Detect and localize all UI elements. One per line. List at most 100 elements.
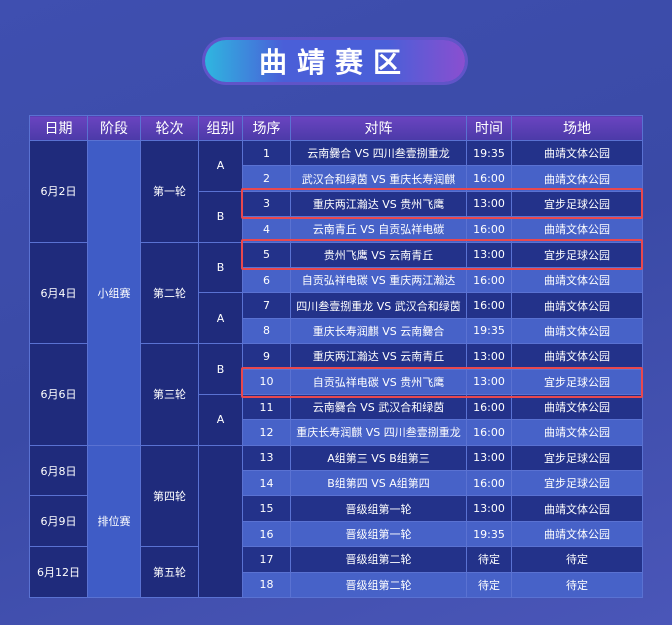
group-cell: B	[198, 343, 243, 395]
group-cell: A	[198, 292, 243, 345]
venue: 曲靖文体公园	[511, 343, 643, 370]
matchup: 云南青丘 VS 自贡弘祥电碳	[290, 216, 467, 243]
time: 16:00	[466, 216, 512, 243]
table-row: 16 晋级组第一轮 19:35 曲靖文体公园	[30, 520, 643, 548]
round-cell: 第四轮	[140, 444, 199, 548]
match-no: 13	[242, 444, 291, 472]
stage-cell: 排位赛	[87, 444, 141, 599]
matchup: B组第四 VS A组第四	[290, 470, 467, 497]
time: 16:00	[466, 266, 512, 294]
match-no: 2	[242, 165, 291, 192]
matchup: 重庆长寿润麒 VS 四川叁壹捌重龙	[290, 419, 467, 446]
venue: 曲靖文体公园	[511, 419, 643, 446]
matchup: 重庆长寿润麒 VS 云南爨合	[290, 317, 467, 345]
matchup: 重庆两江瀚达 VS 云南青丘	[290, 343, 467, 370]
matchup: A组第三 VS B组第三	[290, 444, 467, 472]
header-row: 日期 阶段 轮次 组别 场序 对阵 时间 场地	[29, 115, 643, 141]
matchup: 自贡弘祥电碳 VS 贵州飞鹰	[290, 368, 467, 395]
venue: 待定	[511, 571, 643, 599]
table-row: 6月9日 15 晋级组第一轮 13:00 曲靖文体公园	[29, 495, 643, 548]
match-no: 12	[242, 419, 291, 446]
time: 13:00	[466, 495, 512, 522]
group-cell: B	[198, 241, 243, 294]
table-row: 6月2日 小组赛 第一轮 A 1 云南爨合 VS 四川叁壹捌重龙 19:35 曲靖文体公园	[29, 139, 643, 446]
table-row: 12 重庆长寿润麒 VS 四川叁壹捌重龙 16:00 曲靖文体公园	[30, 419, 643, 446]
venue: 宜步足球公园	[511, 444, 643, 472]
table-row: 6 自贡弘祥电碳 VS 重庆两江瀚达 16:00 曲靖文体公园	[30, 266, 643, 294]
venue: 待定	[511, 546, 643, 573]
header-cell: 对阵	[290, 115, 467, 141]
venue: 曲靖文体公园	[511, 520, 643, 548]
group-cell: B	[198, 190, 243, 243]
date-cell: 6月12日	[29, 546, 88, 599]
match-no: 1	[242, 139, 291, 167]
match-no: 4	[242, 216, 291, 243]
venue: 宜步足球公园	[511, 470, 643, 497]
date-cell: 6月8日	[29, 444, 88, 497]
table-row: A 7 四川叁壹捌重龙 VS 武汉合和绿茵 16:00 曲靖文体公园	[30, 292, 643, 345]
date-cell: 6月6日	[29, 343, 88, 446]
time: 16:00	[466, 470, 512, 497]
table-row: 6月12日 第五轮 17 晋级组第二轮 待定 待定	[29, 546, 643, 599]
table-row: A 11 云南爨合 VS 武汉合和绿茵 16:00 曲靖文体公园	[30, 393, 643, 446]
matchup: 云南爨合 VS 武汉合和绿茵	[290, 393, 467, 421]
time: 19:35	[466, 139, 512, 167]
table-row: 8 重庆长寿润麒 VS 云南爨合 19:35 曲靖文体公园	[30, 317, 643, 345]
header-cell: 日期	[29, 115, 88, 141]
matchup: 贵州飞鹰 VS 云南青丘	[290, 241, 467, 268]
matchup: 自贡弘祥电碳 VS 重庆两江瀚达	[290, 266, 467, 294]
header-cell: 阶段	[87, 115, 141, 141]
table-row: 18 晋级组第二轮 待定 待定	[30, 571, 643, 599]
time: 待定	[466, 546, 512, 573]
schedule-table: 日期 阶段 轮次 组别 场序 对阵 时间 场地 6月2日 小组赛 第一轮 A 1 云南爨合 VS 四川叁…	[29, 115, 643, 599]
title: 曲靖赛区	[205, 40, 465, 82]
table-row: 6月6日 第三轮 B 9 重庆两江瀚达 VS 云南青丘 13:00 曲靖文体公园	[29, 343, 643, 446]
highlight-box	[241, 188, 643, 219]
match-no: 16	[242, 520, 291, 548]
date-cell: 6月2日	[29, 140, 88, 243]
matchup: 云南爨合 VS 四川叁壹捌重龙	[290, 139, 467, 167]
header-cell: 场序	[242, 115, 291, 141]
match-no: 6	[242, 266, 291, 294]
match-no: 8	[242, 317, 291, 345]
highlight-box	[241, 239, 643, 270]
matchup: 四川叁壹捌重龙 VS 武汉合和绿茵	[290, 292, 467, 319]
matchup: 晋级组第二轮	[290, 546, 467, 573]
header-cell: 组别	[198, 115, 243, 141]
match-no: 11	[242, 393, 291, 421]
time: 13:00	[466, 241, 512, 268]
time: 待定	[466, 571, 512, 599]
venue: 曲靖文体公园	[511, 266, 643, 294]
venue: 曲靖文体公园	[511, 317, 643, 345]
round-cell: 第一轮	[140, 140, 199, 243]
round-cell: 第三轮	[140, 343, 199, 446]
match-no: 7	[242, 292, 291, 319]
time: 13:00	[466, 190, 512, 218]
header-cell: 轮次	[140, 115, 199, 141]
round-cell: 第二轮	[140, 241, 199, 345]
venue: 曲靖文体公园	[511, 292, 643, 319]
matchup: 晋级组第一轮	[290, 495, 467, 522]
matchup: 晋级组第一轮	[290, 520, 467, 548]
group-cell: A	[198, 393, 243, 446]
time: 16:00	[466, 393, 512, 421]
time: 19:35	[466, 520, 512, 548]
matchup: 重庆两江瀚达 VS 贵州飞鹰	[290, 190, 467, 218]
group-cell	[198, 444, 243, 599]
highlight-box	[241, 367, 643, 398]
match-no: 15	[242, 495, 291, 522]
venue: 曲靖文体公园	[511, 495, 643, 522]
time: 16:00	[466, 292, 512, 319]
venue: 宜步足球公园	[511, 368, 643, 395]
group-cell: A	[198, 140, 243, 192]
time: 16:00	[466, 419, 512, 446]
time: 13:00	[466, 343, 512, 370]
match-no: 9	[242, 343, 291, 370]
time: 13:00	[466, 444, 512, 472]
venue: 宜步足球公园	[511, 241, 643, 268]
table-row: 6月8日 排位赛 第四轮 13 A组第三 VS B组第三 13:00 宜步足球公园	[29, 444, 643, 599]
matchup: 晋级组第二轮	[290, 571, 467, 599]
round-cell: 第五轮	[140, 546, 199, 599]
stage-cell: 小组赛	[87, 140, 141, 446]
